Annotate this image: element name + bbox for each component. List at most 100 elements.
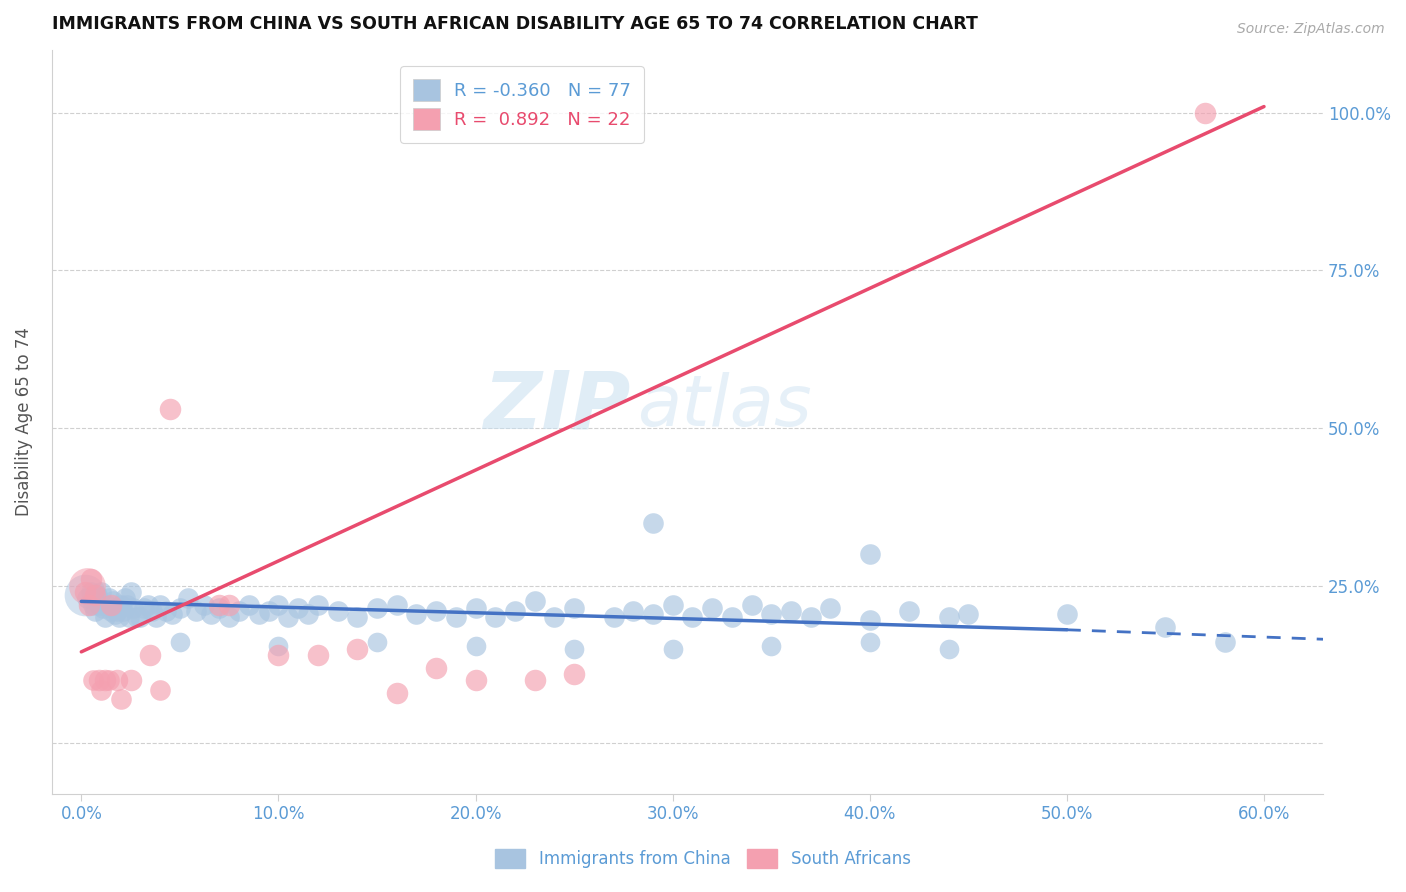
Point [200, 607, 222, 621]
Text: ZIP: ZIP [482, 368, 630, 446]
Point [700, 600, 723, 615]
Point [307, 648, 329, 662]
Point [110, 692, 132, 706]
Point [523, 594, 546, 608]
Point [859, 547, 882, 561]
Point [523, 673, 546, 688]
Point [77, 598, 100, 612]
Point [1213, 635, 1236, 649]
Point [169, 600, 191, 615]
Point [938, 641, 960, 656]
Point [761, 607, 783, 621]
Point [184, 604, 207, 618]
Point [105, 604, 128, 618]
Point [84, 604, 107, 618]
Point [86, 588, 108, 602]
Point [141, 604, 163, 618]
Point [346, 641, 368, 656]
Point [385, 686, 408, 700]
Point [562, 600, 585, 615]
Point [96, 598, 118, 612]
Point [145, 610, 167, 624]
Point [121, 600, 143, 615]
Point [1056, 607, 1078, 621]
Point [87, 673, 110, 688]
Point [366, 635, 388, 649]
Point [76, 591, 98, 606]
Point [160, 607, 183, 621]
Point [117, 610, 139, 624]
Point [405, 607, 427, 621]
Point [139, 648, 162, 662]
Point [120, 585, 142, 599]
Point [287, 600, 309, 615]
Point [82, 598, 104, 612]
Point [149, 598, 172, 612]
Point [326, 604, 349, 618]
Point [101, 594, 124, 608]
Point [346, 610, 368, 624]
Point [129, 610, 152, 624]
Point [800, 610, 823, 624]
Point [110, 598, 132, 612]
Point [562, 666, 585, 681]
Legend: Immigrants from China, South Africans: Immigrants from China, South Africans [489, 842, 917, 875]
Point [115, 598, 138, 612]
Point [193, 598, 215, 612]
Point [107, 610, 129, 624]
Point [155, 604, 177, 618]
Point [720, 610, 742, 624]
Point [84, 588, 107, 602]
Point [80, 585, 103, 599]
Point [138, 598, 160, 612]
Point [238, 598, 260, 612]
Point [97, 673, 120, 688]
Point [859, 635, 882, 649]
Point [91, 600, 114, 615]
Point [120, 673, 142, 688]
Point [75, 585, 97, 599]
Point [82, 673, 104, 688]
Point [425, 604, 447, 618]
Text: IMMIGRANTS FROM CHINA VS SOUTH AFRICAN DISABILITY AGE 65 TO 74 CORRELATION CHART: IMMIGRANTS FROM CHINA VS SOUTH AFRICAN D… [52, 15, 977, 33]
Point [114, 591, 136, 606]
Point [1154, 619, 1177, 633]
Point [228, 604, 250, 618]
Point [761, 639, 783, 653]
Point [169, 635, 191, 649]
Point [740, 598, 762, 612]
Point [1194, 106, 1216, 120]
Text: Source: ZipAtlas.com: Source: ZipAtlas.com [1237, 22, 1385, 37]
Point [464, 600, 486, 615]
Point [267, 598, 290, 612]
Point [267, 648, 290, 662]
Point [257, 604, 280, 618]
Point [208, 598, 231, 612]
Point [898, 604, 921, 618]
Point [307, 598, 329, 612]
Point [621, 604, 644, 618]
Point [75, 588, 97, 602]
Point [104, 607, 127, 621]
Point [97, 591, 120, 606]
Point [208, 600, 231, 615]
Point [125, 610, 148, 624]
Point [661, 641, 683, 656]
Point [464, 639, 486, 653]
Point [134, 600, 156, 615]
Point [641, 516, 664, 530]
Point [859, 613, 882, 627]
Point [938, 610, 960, 624]
Point [247, 607, 270, 621]
Point [484, 610, 506, 624]
Point [149, 682, 172, 697]
Point [277, 610, 299, 624]
Point [218, 598, 240, 612]
Point [661, 598, 683, 612]
Point [464, 673, 486, 688]
Point [90, 585, 112, 599]
Point [641, 607, 664, 621]
Point [105, 673, 128, 688]
Point [543, 610, 565, 624]
Point [780, 604, 803, 618]
